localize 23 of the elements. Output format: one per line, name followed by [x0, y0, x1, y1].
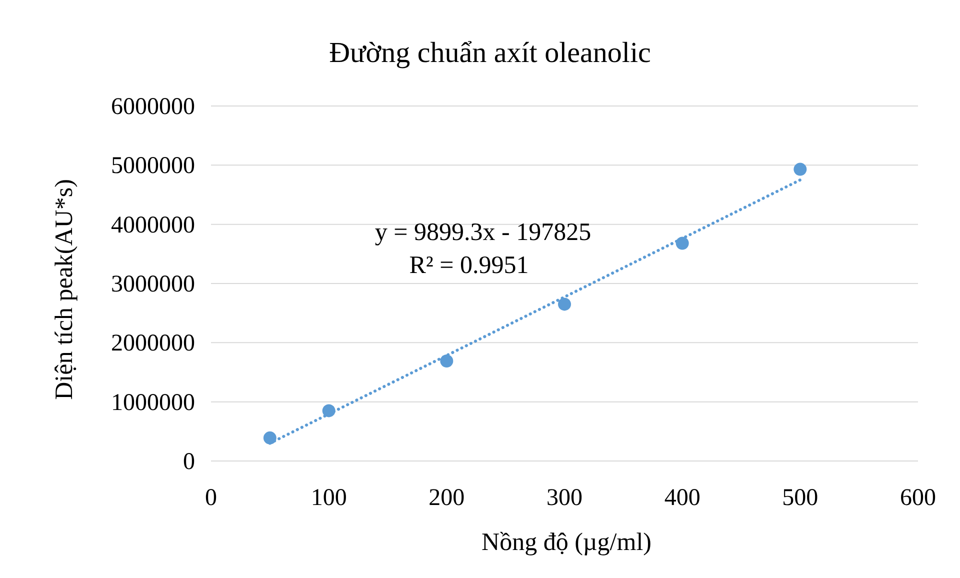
annotation: y = 9899.3x - 197825: [374, 219, 592, 246]
point: [440, 354, 454, 368]
x-tick-label: 300: [546, 485, 582, 511]
x-tick-label: 500: [782, 485, 818, 511]
x-tick-label: 100: [310, 485, 347, 511]
x-axis-title: Nồng độ (µg/ml): [482, 529, 652, 556]
y-tick-label: 6000000: [111, 94, 195, 120]
y-axis-title: Diện tích peak(AU*s): [51, 179, 78, 400]
x-tick-label: 400: [664, 485, 700, 511]
point: [558, 298, 571, 311]
x-tick-label: 0: [205, 485, 217, 511]
point: [263, 431, 276, 444]
point: [794, 162, 807, 176]
chart-title: Đường chuẩn axít oleanolic: [329, 37, 651, 69]
y-tick-label: 1000000: [111, 390, 195, 416]
y-tick-label: 4000000: [111, 212, 195, 238]
y-tick-label: 5000000: [111, 153, 195, 180]
annotation: R² = 0.9951: [409, 252, 529, 279]
x-tick-label: 200: [428, 485, 465, 511]
y-tick-label: 3000000: [111, 272, 195, 298]
x-tick-label: 600: [900, 485, 936, 511]
y-tick-label: 2000000: [111, 330, 195, 357]
y-tick-label: 0: [183, 449, 195, 475]
